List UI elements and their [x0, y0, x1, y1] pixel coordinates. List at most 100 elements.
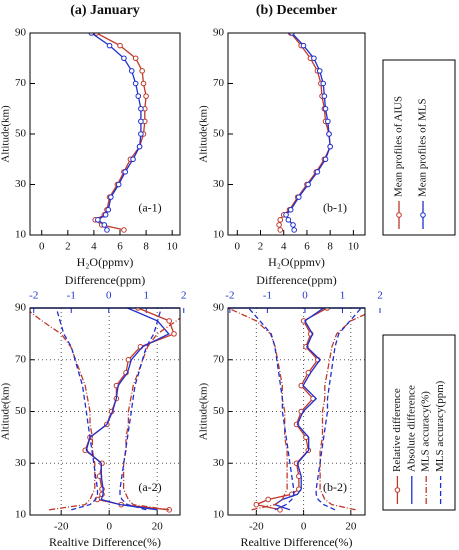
- x2-tick-label: -2: [225, 290, 234, 302]
- x-tick-label: 8: [327, 241, 333, 253]
- data-point: [106, 42, 113, 49]
- data-point: [171, 331, 177, 337]
- data-point: [277, 227, 284, 233]
- y-tick-label: 90: [15, 27, 27, 39]
- x-axis-label: Realtive Difference(%): [49, 535, 161, 549]
- accuracy-line: [122, 317, 180, 511]
- legend-label: Absolute difference: [405, 385, 417, 472]
- data-point: [122, 169, 129, 175]
- panel-title: (a) January: [70, 3, 140, 18]
- data-point: [314, 169, 321, 175]
- panel-annotation: (a-1): [138, 200, 161, 214]
- y-tick-label: 90: [213, 27, 225, 39]
- x2-tick-label: -2: [29, 290, 38, 302]
- data-point: [130, 156, 136, 163]
- legend-label: Mean profiles of AIUS: [393, 96, 405, 197]
- x-tick-label: 6: [117, 241, 123, 253]
- accuracy-line: [319, 313, 365, 511]
- data-point: [326, 131, 332, 137]
- y-tick-label: 30: [15, 457, 27, 469]
- data-point: [136, 143, 143, 150]
- y-axis-label: Altitude(km): [198, 105, 210, 163]
- data-point: [104, 227, 110, 233]
- data-point: [276, 222, 282, 228]
- plot-frame: [29, 32, 181, 236]
- legend-label: Relative difference: [391, 388, 403, 472]
- panel-annotation: (b-1): [323, 200, 347, 214]
- y-tick-label: 70: [213, 77, 225, 89]
- y-tick-label: 70: [15, 353, 27, 365]
- accuracy-line: [248, 308, 295, 511]
- data-point: [322, 156, 329, 163]
- data-point: [140, 80, 147, 87]
- data-point: [253, 501, 260, 508]
- panel-title: (b) December: [256, 3, 337, 18]
- accuracy-line: [315, 308, 362, 511]
- x2-tick-label: -1: [263, 290, 272, 302]
- x-tick-label: -20: [54, 521, 69, 533]
- y-tick-label: 50: [213, 405, 225, 417]
- x2-tick-label: 2: [181, 290, 187, 302]
- legend-label: MLS accuracy(%): [420, 391, 432, 472]
- legend-label: Mean profiles of MLS: [417, 98, 429, 197]
- y-tick-label: 50: [15, 405, 27, 417]
- profile-line: [85, 308, 170, 511]
- y-axis-label: Altitude(km): [0, 105, 12, 163]
- x-axis-label: H₂O(ppmv): [268, 255, 325, 269]
- x2-tick-label: 2: [377, 290, 383, 302]
- data-point: [121, 55, 127, 62]
- x-tick-label: 2: [258, 241, 264, 253]
- y-tick-label: 70: [213, 353, 225, 365]
- data-point: [296, 194, 302, 200]
- data-point: [283, 212, 289, 218]
- x-tick-label: 10: [348, 241, 360, 253]
- x2-tick-label: 1: [144, 290, 150, 302]
- y-tick-label: 70: [15, 77, 27, 89]
- x2-tick-label: 1: [340, 290, 346, 302]
- x-tick-label: 20: [345, 521, 357, 533]
- data-point: [316, 68, 323, 74]
- accuracy-line: [228, 308, 288, 511]
- y-tick-label: 30: [213, 457, 225, 469]
- x-tick-label: 6: [304, 241, 310, 253]
- accuracy-line: [55, 308, 99, 511]
- y-tick-label: 10: [15, 229, 27, 241]
- x-tick-label: 0: [301, 521, 307, 533]
- plot-frame: [227, 32, 366, 236]
- x2-tick-label: 0: [106, 290, 112, 302]
- x-tick-label: 0: [39, 241, 45, 253]
- y-tick-label: 30: [15, 178, 27, 190]
- data-point: [138, 131, 144, 137]
- x-tick-label: 2: [65, 241, 71, 253]
- plot-area: [30, 308, 180, 513]
- accuracy-line: [30, 310, 96, 511]
- profile-line: [273, 308, 325, 511]
- data-point: [125, 356, 132, 363]
- legend-marker: [394, 487, 401, 493]
- data-point: [132, 80, 139, 87]
- legend-box: [382, 334, 456, 511]
- x2-tick-label: -1: [67, 290, 76, 302]
- profile-line: [90, 33, 142, 231]
- y-tick-label: 10: [15, 509, 27, 521]
- accuracy-line: [119, 308, 162, 511]
- x2-axis-label: Difference(ppm): [256, 273, 336, 287]
- data-point: [121, 227, 127, 233]
- data-point: [102, 212, 109, 218]
- data-point: [105, 206, 112, 213]
- plot-frame: [29, 307, 181, 516]
- y-tick-label: 90: [213, 302, 225, 314]
- data-point: [132, 55, 139, 62]
- plot-area: [88, 33, 149, 233]
- x-tick-label: -20: [249, 521, 264, 533]
- x-axis-label: Realtive Difference(%): [240, 535, 352, 549]
- data-point: [95, 217, 101, 223]
- legend-marker: [396, 212, 402, 218]
- y-tick-label: 50: [15, 128, 27, 140]
- y-tick-label: 10: [213, 229, 225, 241]
- data-point: [300, 42, 307, 49]
- y-tick-label: 30: [213, 178, 225, 190]
- data-point: [138, 105, 144, 112]
- legend-label: MLS accuracy(ppm): [434, 380, 446, 472]
